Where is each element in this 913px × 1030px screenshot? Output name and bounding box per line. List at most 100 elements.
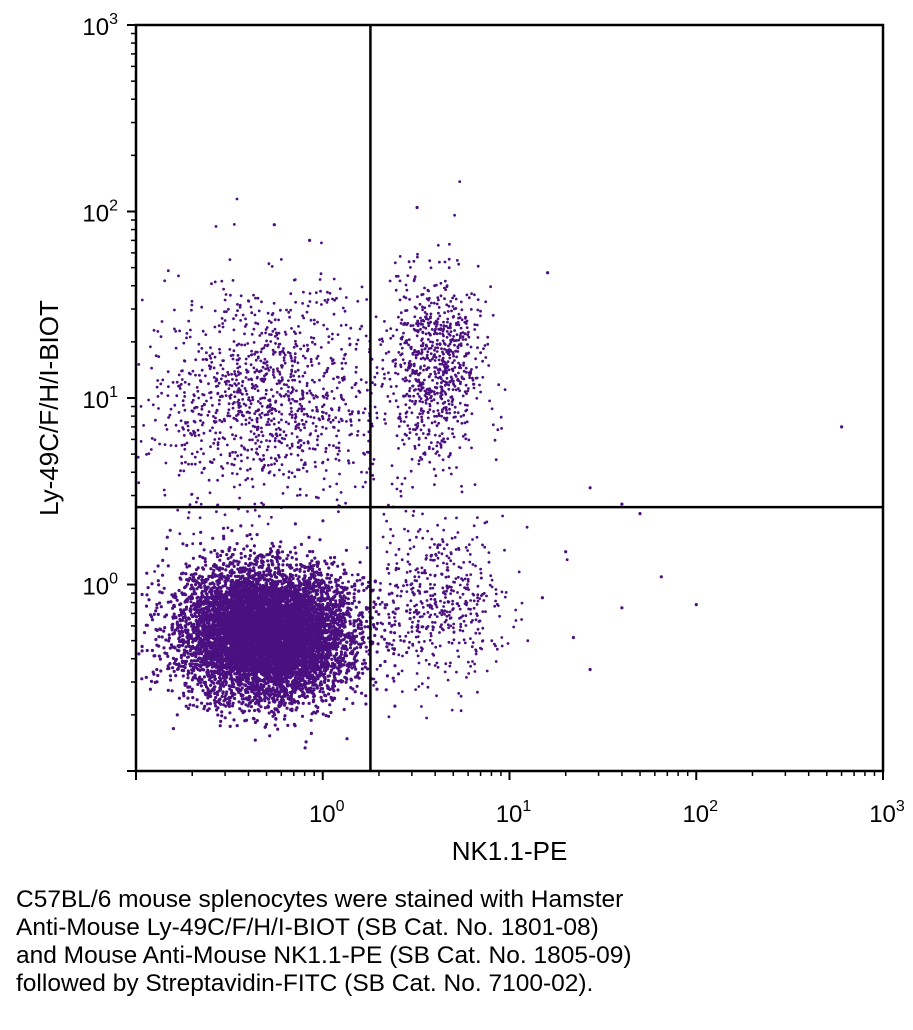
event-dot	[216, 706, 220, 710]
event-dot	[350, 585, 354, 589]
event-dot	[221, 526, 226, 530]
event-dot	[304, 740, 308, 744]
event-dot	[235, 542, 239, 546]
event-dot	[214, 704, 218, 708]
event-dot	[363, 661, 367, 665]
event-dot	[239, 551, 243, 556]
event-dot	[383, 628, 387, 632]
event-dot	[183, 662, 188, 666]
event-dot	[310, 559, 314, 563]
event-dot	[171, 666, 175, 670]
event-dot	[243, 709, 247, 713]
event-dot	[265, 573, 269, 577]
event-dot	[290, 556, 294, 560]
event-dot	[372, 625, 376, 629]
event-dot	[389, 630, 393, 634]
event-dot	[275, 698, 279, 702]
event-dot	[152, 612, 156, 617]
event-dot	[293, 522, 297, 526]
event-dot	[280, 550, 285, 554]
event-dot	[322, 675, 327, 679]
event-dot	[362, 641, 366, 645]
event-dot	[178, 617, 182, 621]
event-dot	[271, 554, 275, 559]
event-dot	[336, 688, 340, 692]
event-dot	[177, 696, 181, 700]
event-dot	[140, 592, 144, 597]
event-dot	[336, 578, 340, 582]
event-dot	[297, 575, 301, 579]
event-dot	[342, 588, 346, 592]
event-dot	[298, 677, 302, 681]
event-dot	[235, 724, 239, 728]
event-dot	[387, 592, 391, 596]
event-dot	[267, 566, 271, 570]
event-dot	[264, 722, 269, 726]
event-dot	[362, 588, 366, 593]
event-dot	[209, 550, 213, 554]
event-dot	[186, 706, 190, 711]
event-dot	[171, 727, 175, 731]
event-dot	[332, 671, 336, 675]
event-dot	[220, 549, 224, 553]
event-dot	[313, 614, 318, 618]
event-dot	[334, 599, 338, 603]
event-dot	[334, 580, 338, 584]
event-dot	[181, 691, 186, 695]
event-dot	[324, 714, 328, 718]
event-dot	[253, 708, 257, 713]
event-dot	[191, 575, 196, 579]
event-dot	[198, 554, 202, 559]
event-dot	[170, 689, 174, 693]
event-dot	[334, 647, 338, 652]
event-dot	[336, 679, 340, 683]
event-dot	[378, 663, 382, 668]
event-dot	[179, 610, 183, 614]
event-dot	[328, 576, 332, 581]
event-dot	[350, 666, 354, 670]
event-dot	[393, 664, 397, 668]
event-dot	[373, 580, 377, 584]
event-dot	[268, 577, 272, 581]
event-dot	[209, 683, 213, 688]
event-dot	[199, 530, 203, 534]
event-dot	[184, 640, 188, 644]
event-dot	[261, 563, 265, 567]
event-dot	[339, 585, 343, 589]
event-dot	[376, 642, 380, 646]
event-dot	[312, 698, 316, 702]
event-dot	[348, 646, 353, 650]
event-dot	[353, 690, 357, 694]
event-dot	[252, 566, 256, 570]
event-dot	[343, 654, 347, 658]
event-dot	[278, 556, 282, 560]
event-dot	[253, 738, 257, 742]
event-dot	[168, 528, 172, 532]
event-dot	[316, 607, 320, 611]
event-dot	[307, 690, 311, 694]
event-dot	[190, 671, 194, 675]
event-dot	[209, 567, 213, 571]
event-dot	[281, 568, 285, 573]
event-dot	[323, 598, 327, 603]
event-dot	[361, 662, 365, 666]
event-dot	[172, 669, 176, 674]
event-dot	[219, 553, 223, 558]
event-dot	[342, 568, 346, 572]
event-dot	[186, 676, 190, 680]
event-dot	[193, 676, 197, 680]
event-dot	[286, 723, 290, 728]
event-dot	[203, 680, 207, 684]
event-dot	[162, 629, 166, 633]
event-dot	[189, 583, 194, 587]
event-dot	[186, 638, 191, 642]
event-dot	[334, 578, 338, 582]
event-dot	[157, 654, 161, 658]
event-dot	[408, 617, 412, 621]
event-dot	[159, 669, 163, 673]
event-dot	[233, 696, 237, 701]
event-dot	[302, 570, 307, 574]
event-dot	[240, 697, 244, 701]
event-dot	[345, 697, 349, 701]
event-dot	[305, 554, 309, 558]
